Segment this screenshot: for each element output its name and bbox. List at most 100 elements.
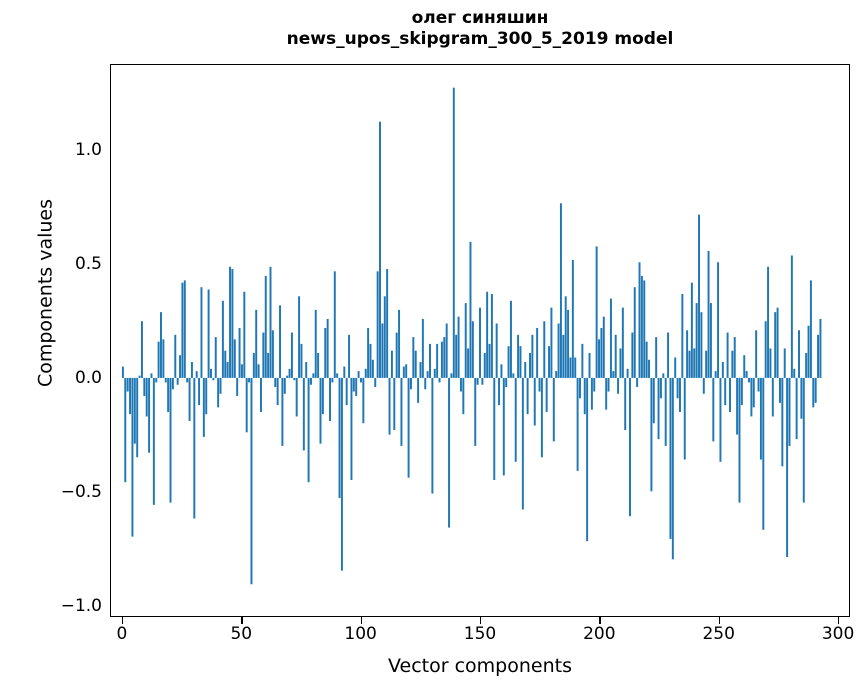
bar (714, 371, 717, 378)
bar (679, 377, 681, 412)
bar (669, 377, 672, 539)
bar (340, 377, 343, 571)
bar (262, 332, 265, 378)
bar (471, 321, 474, 378)
bar (674, 357, 677, 378)
bar (124, 377, 127, 483)
bar (736, 377, 739, 435)
bar (659, 377, 662, 399)
bar (648, 359, 651, 378)
bar (150, 373, 153, 378)
bar (445, 323, 448, 378)
bar (193, 377, 196, 519)
bar (650, 377, 653, 492)
bar (179, 355, 182, 378)
bar (812, 377, 815, 408)
bar (705, 350, 708, 378)
bar (688, 350, 691, 378)
bar (407, 377, 410, 478)
bar (593, 377, 596, 392)
bar (807, 325, 810, 378)
bar (371, 359, 374, 378)
bar (695, 303, 698, 378)
bar (588, 352, 591, 378)
bar (743, 355, 746, 378)
bar (257, 364, 260, 378)
bar (671, 377, 674, 560)
x-axis-label: Vector components (388, 655, 572, 677)
bar (564, 296, 567, 378)
bar (676, 377, 679, 399)
bar (800, 377, 803, 419)
bar (569, 357, 572, 378)
x-tick-mark (599, 617, 601, 624)
bar (121, 366, 124, 378)
bar (774, 312, 777, 378)
bar (624, 377, 627, 431)
bar (509, 300, 512, 378)
bar (483, 352, 486, 378)
bar (348, 334, 351, 378)
bar (621, 307, 624, 378)
bar (398, 309, 401, 378)
bar (357, 371, 360, 378)
bar (750, 377, 753, 417)
bar (700, 312, 703, 378)
bar (267, 352, 270, 378)
bar (657, 377, 660, 440)
bar (778, 377, 781, 403)
chart-title: олег синяшин news_upos_skipgram_300_5_20… (110, 8, 850, 49)
bar (126, 377, 129, 392)
bar (181, 282, 184, 378)
bar (683, 377, 686, 460)
bar (545, 377, 548, 412)
bar (345, 377, 348, 406)
bar (652, 377, 655, 424)
bar (640, 275, 643, 378)
bar (440, 341, 443, 378)
bar (148, 377, 151, 453)
bar (474, 377, 477, 446)
bar (200, 287, 203, 378)
bar (160, 312, 162, 378)
y-axis-ticks: −1.0 −0.5 0.0 0.5 1.0 (40, 64, 150, 617)
bar (455, 334, 458, 378)
bar (500, 364, 503, 378)
bar (243, 291, 246, 378)
bar (369, 343, 372, 378)
bar (210, 368, 212, 378)
y-tick-label: −1.0 (60, 595, 102, 616)
bar (771, 377, 774, 417)
bar (717, 262, 720, 378)
bar (486, 291, 489, 378)
bar (755, 330, 758, 378)
bar (240, 364, 243, 378)
bar (129, 377, 132, 415)
bar (174, 334, 177, 378)
bar (740, 377, 743, 406)
bar (310, 377, 312, 385)
bar (562, 334, 565, 378)
x-tick-label: 150 (463, 624, 497, 644)
bar (502, 377, 505, 476)
bar (379, 121, 381, 378)
bar (279, 305, 282, 378)
bar (355, 377, 358, 397)
y-axis-label-container: Components values (0, 0, 57, 696)
x-tick-label: 50 (230, 624, 253, 644)
bar (424, 377, 427, 390)
bar (238, 328, 241, 378)
bar (793, 368, 796, 378)
bar (519, 346, 522, 378)
bar (586, 377, 589, 542)
bar (607, 377, 610, 392)
bar (376, 271, 379, 378)
chart-title-line-1: олег синяшин (411, 8, 549, 28)
bar (690, 282, 693, 378)
bar (709, 303, 712, 378)
bar (162, 339, 165, 378)
bar (245, 377, 248, 433)
bar (795, 377, 798, 440)
bar (186, 377, 189, 383)
x-tick-label: 300 (821, 624, 855, 644)
